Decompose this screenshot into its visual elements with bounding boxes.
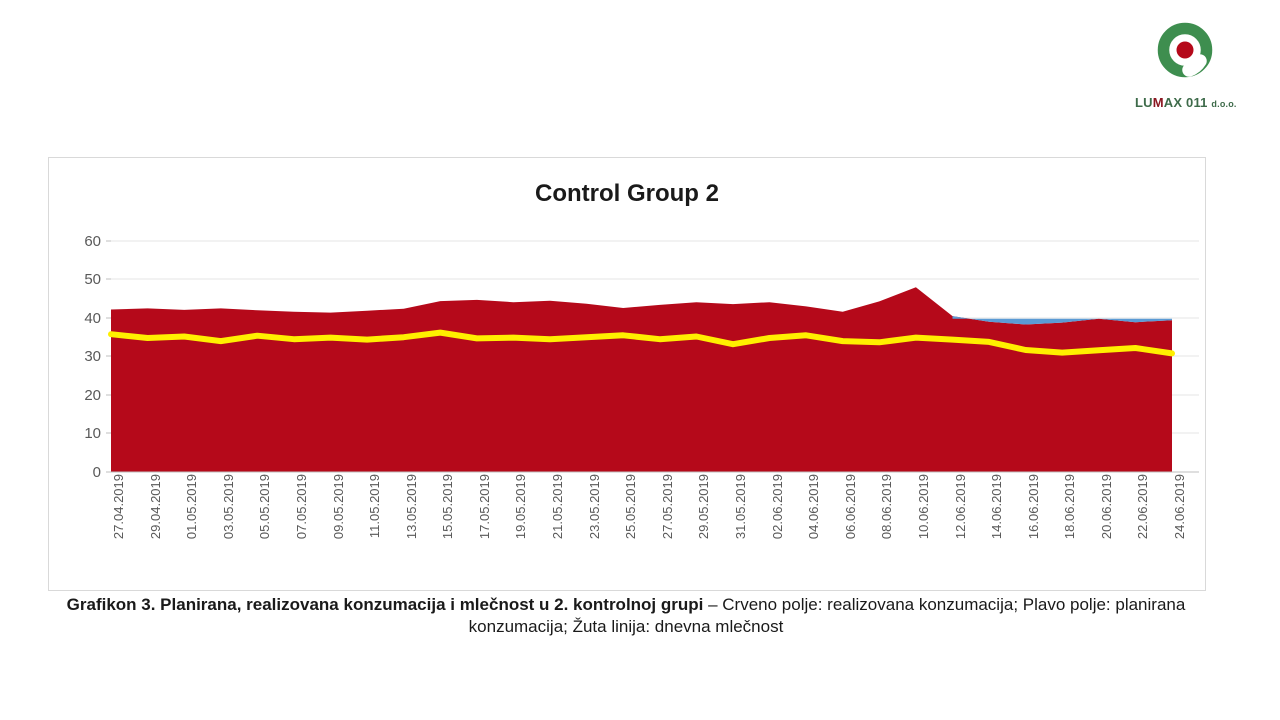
svg-text:20: 20 — [84, 387, 101, 404]
svg-text:50: 50 — [84, 271, 101, 288]
svg-text:60: 60 — [84, 233, 101, 250]
svg-text:40: 40 — [84, 310, 101, 327]
svg-text:30: 30 — [84, 348, 101, 365]
svg-text:10: 10 — [84, 425, 101, 442]
